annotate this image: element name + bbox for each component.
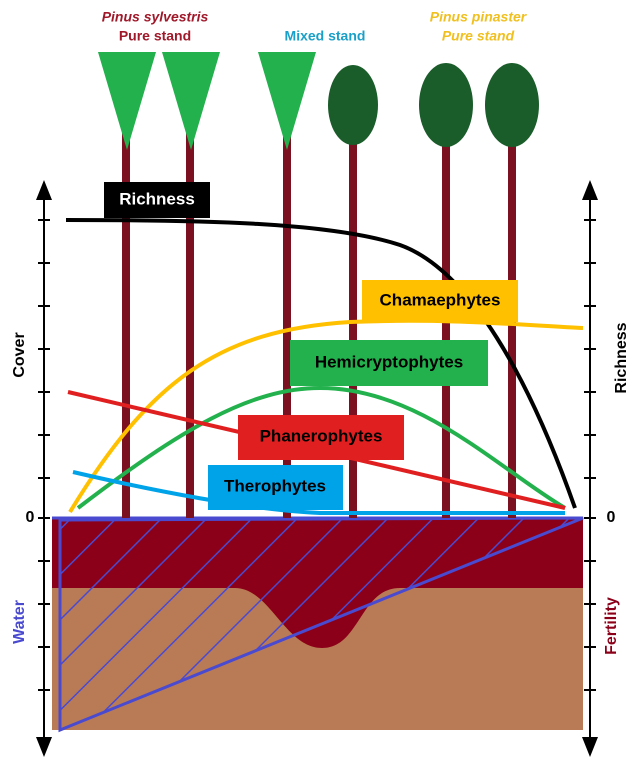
curve-label: Hemicryptophytes <box>315 352 463 371</box>
axis-title: Cover <box>11 332 28 377</box>
stand-label: Mixed stand <box>285 28 366 44</box>
curve-label: Chamaephytes <box>380 290 501 309</box>
curve-label: Richness <box>119 189 195 208</box>
axis-title: Water <box>11 600 28 644</box>
diagram: Pinus sylvestris Pure stand Mixed stand … <box>0 0 634 757</box>
axis-title: Fertility <box>603 597 620 655</box>
stand-label: Pure stand <box>442 28 515 44</box>
round-crowns <box>328 63 539 147</box>
zero-label: 0 <box>607 509 616 526</box>
curve-label: Phanerophytes <box>260 426 383 445</box>
pine-crowns <box>98 52 316 150</box>
zero-label: 0 <box>26 509 35 526</box>
stand-label: Pure stand <box>119 28 191 44</box>
species-label: Pinus sylvestris <box>102 9 209 25</box>
curve-label: Therophytes <box>224 476 326 495</box>
axis-title: Richness <box>613 322 630 393</box>
species-label: Pinus pinaster <box>430 9 528 25</box>
